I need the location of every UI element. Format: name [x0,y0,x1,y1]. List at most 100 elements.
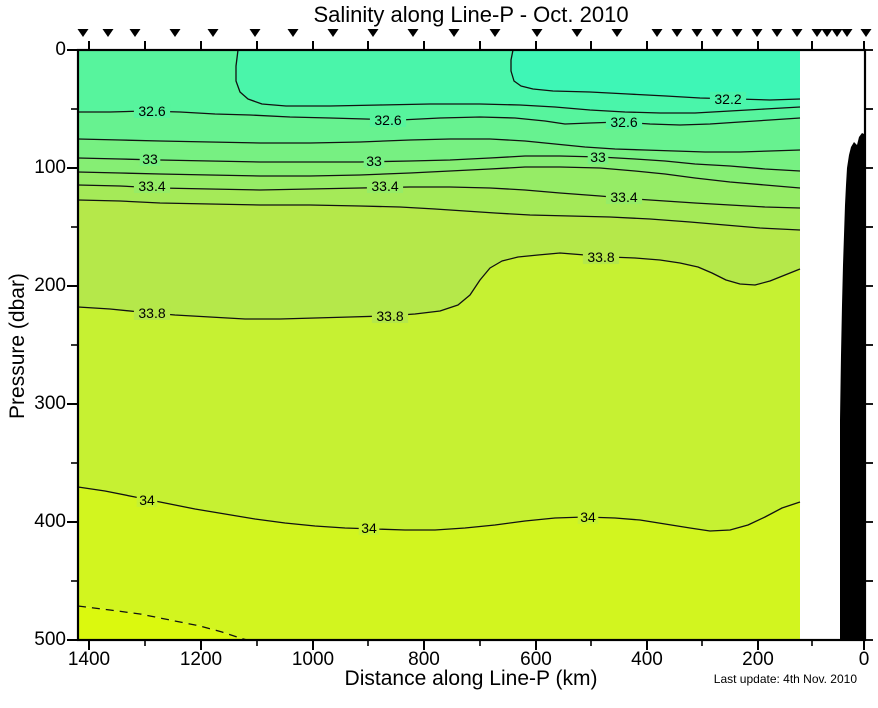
station-marker-icon [751,29,763,37]
station-marker-icon [671,29,683,37]
contour-label: 33 [590,149,606,165]
contour-label-bg [605,115,643,129]
contour-line-32.6 [78,110,801,126]
contour-label: 33.8 [138,305,165,321]
x-tick-label: 0 [858,649,870,670]
station-marker-icon [489,29,501,37]
contour-label: 34 [361,520,377,536]
fill-band-32.4-32.6 [78,50,800,125]
contour-label-bg [709,92,747,106]
contour-label: 32.6 [374,112,401,128]
station-marker-icon [771,29,783,37]
station-marker-icon [367,29,379,37]
contour-label: 33.4 [371,178,398,194]
contour-line-33.6 [77,199,801,231]
contour-label-bg [363,154,385,168]
contour-label-bg [133,306,171,320]
plot-frame [76,48,867,642]
contour-label: 33 [366,153,382,169]
station-marker-icon [821,29,833,37]
contour-line-33.2 [77,166,801,189]
contour-label: 32.2 [714,91,741,107]
station-marker-icon [448,29,460,37]
fill-band-gt-34.2 [78,606,247,640]
x-tick-label: 400 [631,649,663,670]
contour-line-33.4 [77,184,801,209]
fill-band-33.4-33.6 [78,185,800,230]
contour-label-bg [133,104,171,118]
fill-band-32.2-32.4 [236,50,800,113]
contour-label: 33.8 [376,308,403,324]
station-marker-icon [129,29,141,37]
station-marker-icon [811,29,823,37]
contour-label-bg [369,113,407,127]
contour-line-33.8 [77,252,801,320]
contour-line-34 [77,486,801,532]
station-marker-icon [287,29,299,37]
contour-label-bg [139,152,161,166]
contour-line-32.8 [77,138,801,153]
contour-label-bg [358,521,380,535]
fill-band-33.6-33.8 [78,200,800,319]
station-marker-icon [407,29,419,37]
station-marker-icon [731,29,743,37]
y-tick-label: 300 [34,393,66,414]
contour-label: 33 [142,151,158,167]
fill-band-33.2-33.4 [78,167,800,208]
x-tick-label: 200 [742,649,774,670]
contour-label-bg [577,510,599,524]
x-tick-label: 1200 [179,649,223,670]
station-marker-icon [860,29,872,37]
y-tick-label: 0 [55,39,66,60]
station-marker-icon [571,29,583,37]
station-marker-icon [691,29,703,37]
fill-band-32.8-33.0 [78,139,800,171]
x-axis-title: Distance along Line-P (km) [344,667,598,690]
fill-band-32.6-32.8 [78,111,800,152]
y-tick-label: 500 [34,629,66,650]
x-tick-label: 1000 [291,649,335,670]
station-marker-icon [102,29,114,37]
contour-label: 34 [139,492,155,508]
station-marker-icon [77,29,89,37]
contour-label: 33.4 [610,189,637,205]
station-marker-icon [791,29,803,37]
x-tick-label: 800 [408,649,440,670]
station-marker-icon [841,29,853,37]
contour-line-32.4 [235,49,801,114]
station-marker-icon [831,29,843,37]
contour-label: 32.6 [138,103,165,119]
y-tick-label: 200 [34,275,66,296]
last-update-note: Last update: 4th Nov. 2010 [713,672,857,686]
contour-label-bg [605,190,643,204]
fill-band-34.0-34.2 [78,487,800,640]
fill-band-33.8-34.0 [78,253,800,531]
contour-label: 33.8 [587,249,614,265]
x-tick-label: 600 [520,649,552,670]
contour-label-bg [587,150,609,164]
contour-label-bg [366,179,404,193]
station-marker-icon [169,29,181,37]
station-marker-icon [651,29,663,37]
station-marker-icon [249,29,261,37]
contour-label-bg [133,179,171,193]
contour-label-bg [582,250,620,264]
station-marker-icon [611,29,623,37]
figure-title: Salinity along Line-P - Oct. 2010 [313,2,629,27]
x-tick-label: 1400 [67,649,111,670]
y-tick-label: 100 [34,157,66,178]
y-tick-label: 400 [34,511,66,532]
contour-label: 32.6 [610,114,637,130]
contour-label-bg [371,309,409,323]
contour-label: 34 [580,509,596,525]
fill-band-lt-32.2 [511,50,800,100]
station-marker-icon [531,29,543,37]
contour-line-33 [77,155,801,172]
contour-label-bg [136,493,158,507]
bathymetry-silhouette [840,133,866,640]
station-marker-icon [327,29,339,37]
fill-band-33.0-33.2 [78,156,800,188]
station-marker-icon [711,29,723,37]
